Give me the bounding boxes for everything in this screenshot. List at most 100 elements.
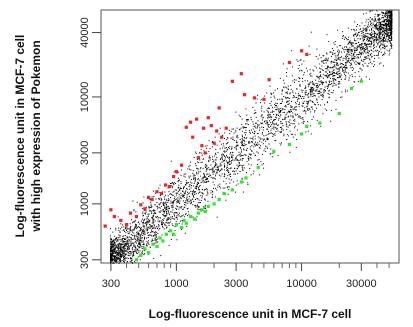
- cloud-point: [263, 138, 265, 140]
- cloud-point: [325, 82, 327, 84]
- cloud-point: [349, 41, 350, 43]
- cloud-point: [316, 107, 317, 109]
- cloud-point: [267, 112, 269, 113]
- cloud-point: [136, 201, 138, 203]
- cloud-point: [253, 112, 255, 114]
- cloud-point: [227, 169, 228, 171]
- cloud-point: [248, 130, 250, 132]
- cloud-point: [152, 216, 154, 217]
- cloud-point: [256, 127, 258, 129]
- cloud-point: [190, 169, 192, 171]
- cloud-point: [384, 19, 386, 21]
- cloud-point: [276, 106, 278, 108]
- cloud-point: [120, 254, 122, 256]
- cloud-point: [114, 259, 116, 261]
- cloud-point: [367, 24, 369, 26]
- cloud-point: [340, 57, 342, 59]
- cloud-point: [315, 67, 317, 69]
- cloud-point: [304, 107, 306, 109]
- cloud-point: [132, 231, 134, 233]
- cloud-point: [134, 250, 136, 252]
- cloud-point: [366, 30, 368, 32]
- cloud-point: [302, 105, 304, 107]
- cloud-point: [163, 201, 165, 203]
- cloud-point: [118, 227, 120, 229]
- cloud-point: [268, 133, 270, 135]
- cloud-point: [334, 44, 336, 45]
- cloud-point: [210, 168, 212, 170]
- cloud-point: [259, 147, 261, 149]
- cloud-point: [193, 191, 194, 193]
- cloud-point: [214, 144, 216, 146]
- cloud-point: [142, 223, 144, 225]
- cloud-point: [135, 247, 136, 249]
- cloud-point: [193, 182, 195, 184]
- cloud-point: [120, 255, 122, 257]
- up-point: [262, 97, 266, 101]
- cloud-point: [176, 199, 178, 201]
- up-point: [139, 203, 143, 207]
- cloud-point: [210, 190, 212, 192]
- cloud-point: [214, 166, 215, 167]
- cloud-point: [351, 58, 353, 59]
- cloud-point: [197, 168, 199, 169]
- cloud-point: [283, 96, 285, 97]
- cloud-point: [382, 28, 384, 30]
- cloud-point: [337, 71, 339, 73]
- cloud-point: [147, 213, 149, 215]
- cloud-point: [371, 38, 373, 40]
- cloud-point: [298, 117, 300, 118]
- cloud-point: [135, 225, 137, 227]
- cloud-point: [172, 194, 174, 196]
- cloud-point: [369, 78, 370, 80]
- cloud-point: [111, 258, 113, 260]
- cloud-point: [205, 181, 207, 183]
- cloud-point: [110, 237, 112, 239]
- cloud-point: [376, 24, 378, 26]
- cloud-point: [177, 197, 179, 199]
- cloud-point: [221, 173, 223, 175]
- cloud-point: [336, 71, 338, 73]
- cloud-point: [188, 177, 190, 179]
- cloud-point: [333, 78, 335, 80]
- cloud-point: [164, 210, 165, 212]
- cloud-point: [192, 185, 194, 187]
- cloud-point: [277, 98, 279, 100]
- cloud-point: [175, 212, 177, 214]
- cloud-point: [111, 243, 113, 245]
- cloud-point: [228, 129, 230, 131]
- cloud-point: [173, 202, 174, 204]
- cloud-point: [370, 54, 372, 56]
- cloud-point: [307, 121, 309, 123]
- cloud-point: [223, 155, 225, 156]
- cloud-point: [237, 144, 239, 146]
- cloud-point: [228, 189, 230, 191]
- cloud-point: [154, 227, 156, 229]
- cloud-point: [357, 81, 359, 82]
- cloud-point: [327, 75, 329, 77]
- cloud-point: [358, 46, 360, 48]
- cloud-point: [143, 227, 145, 229]
- cloud-point: [266, 139, 268, 141]
- cloud-point: [230, 168, 232, 170]
- cloud-point: [266, 146, 268, 148]
- cloud-point: [353, 40, 355, 41]
- cloud-point: [349, 47, 351, 49]
- cloud-point: [383, 46, 385, 47]
- cloud-point: [338, 83, 340, 85]
- cloud-point: [378, 36, 380, 38]
- cloud-point: [180, 216, 182, 218]
- cloud-point: [387, 12, 389, 14]
- cloud-point: [192, 204, 194, 206]
- cloud-point: [176, 239, 178, 241]
- cloud-point: [306, 105, 308, 107]
- cloud-point: [151, 238, 153, 240]
- cloud-point: [258, 159, 260, 161]
- up-point: [242, 93, 247, 97]
- cloud-point: [351, 69, 353, 71]
- cloud-point: [118, 234, 120, 236]
- cloud-point: [281, 122, 283, 124]
- cloud-point: [321, 98, 323, 100]
- cloud-point: [130, 227, 132, 229]
- cloud-point: [386, 24, 388, 26]
